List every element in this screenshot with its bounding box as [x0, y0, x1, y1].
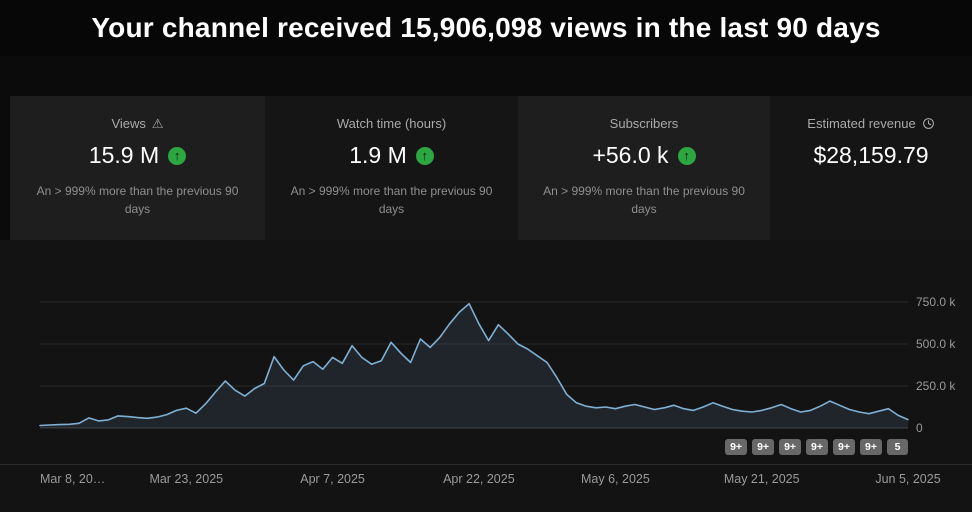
views-area-fill [40, 303, 908, 428]
chart-note-badges: 9+ 9+ 9+ 9+ 9+ 9+ 5 [725, 439, 908, 455]
warning-icon: ⚠ [151, 116, 164, 131]
clock-icon [922, 118, 934, 129]
metric-card-views[interactable]: Views ⚠ 15.9 M ↑ An > 999% more than the… [10, 96, 265, 240]
views-line [39, 302, 909, 427]
metric-value: $28,159.79 [813, 142, 929, 168]
metric-value-row: 1.9 M ↑ [349, 142, 434, 169]
y-axis-label: 500.0 k [916, 337, 956, 351]
metric-label: Watch time (hours) [336, 116, 447, 131]
metric-card-watch-time[interactable]: Watch time (hours) 1.9 M ↑ An > 999% mor… [265, 96, 518, 240]
metric-value: 15.9 M [88, 142, 160, 168]
metric-card-estimated-revenue[interactable]: Estimated revenue $28,159.79 [770, 96, 972, 240]
metric-card-subscribers[interactable]: Subscribers +56.0 k ↑ An > 999% more tha… [518, 96, 770, 240]
y-axis-label: 0 [916, 421, 923, 435]
page-title: Your channel received 15,906,098 views i… [91, 12, 881, 43]
x-axis-label: Mar 8, 20… [40, 472, 106, 486]
note-badge[interactable]: 5 [887, 439, 908, 455]
note-badge[interactable]: 9+ [806, 439, 829, 455]
x-axis-label: May 21, 2025 [723, 472, 800, 486]
note-badge[interactable]: 9+ [779, 439, 802, 455]
note-badge[interactable]: 9+ [752, 439, 775, 455]
metric-value-row: +56.0 k ↑ [592, 142, 696, 169]
x-axis-label: May 6, 2025 [581, 472, 650, 486]
metric-label: Subscribers [609, 116, 679, 131]
metric-value-row: $28,159.79 [813, 142, 928, 169]
metric-subtitle: An > 999% more than the previous 90 days [543, 184, 745, 216]
note-badge[interactable]: 9+ [725, 439, 748, 455]
metric-label: Views [111, 116, 146, 131]
metric-label-row: Views ⚠ [111, 116, 163, 131]
y-axis-label: 750.0 k [916, 295, 956, 309]
x-axis-label: Apr 22, 2025 [443, 472, 515, 486]
header: Your channel received 15,906,098 views i… [0, 0, 972, 56]
metric-label-row: Estimated revenue [807, 116, 934, 131]
metric-tabs: Views ⚠ 15.9 M ↑ An > 999% more than the… [0, 96, 972, 240]
metric-value: 1.9 M [349, 142, 407, 168]
metric-label-row: Watch time (hours) [337, 116, 446, 131]
metric-subtitle: An > 999% more than the previous 90 days [290, 184, 493, 216]
metric-value-row: 15.9 M ↑ [88, 142, 187, 169]
x-axis: Mar 8, 20… Mar 23, 2025 Apr 7, 2025 Apr 22,… [0, 472, 972, 494]
metric-value: +56.0 k [592, 142, 669, 168]
metric-subtitle: An > 999% more than the previous 90 days [36, 184, 239, 216]
note-badge[interactable]: 9+ [833, 439, 856, 455]
arrow-up-circle-icon: ↑ [168, 146, 187, 165]
y-axis-label: 250.0 k [916, 379, 956, 393]
metric-label-row: Subscribers [610, 116, 679, 131]
note-badge[interactable]: 9+ [860, 439, 882, 455]
arrow-up-circle-icon: ↑ [677, 146, 696, 165]
x-axis-label: Jun 5, 2025 [875, 472, 941, 486]
x-axis-label: Mar 23, 2025 [149, 472, 224, 486]
x-axis-label: Apr 7, 2025 [300, 472, 365, 486]
metric-label: Estimated revenue [807, 116, 916, 131]
arrow-up-circle-icon: ↑ [415, 146, 434, 165]
views-chart-canvas: 750.0 k 500.0 k 250.0 k 0 [0, 295, 972, 465]
